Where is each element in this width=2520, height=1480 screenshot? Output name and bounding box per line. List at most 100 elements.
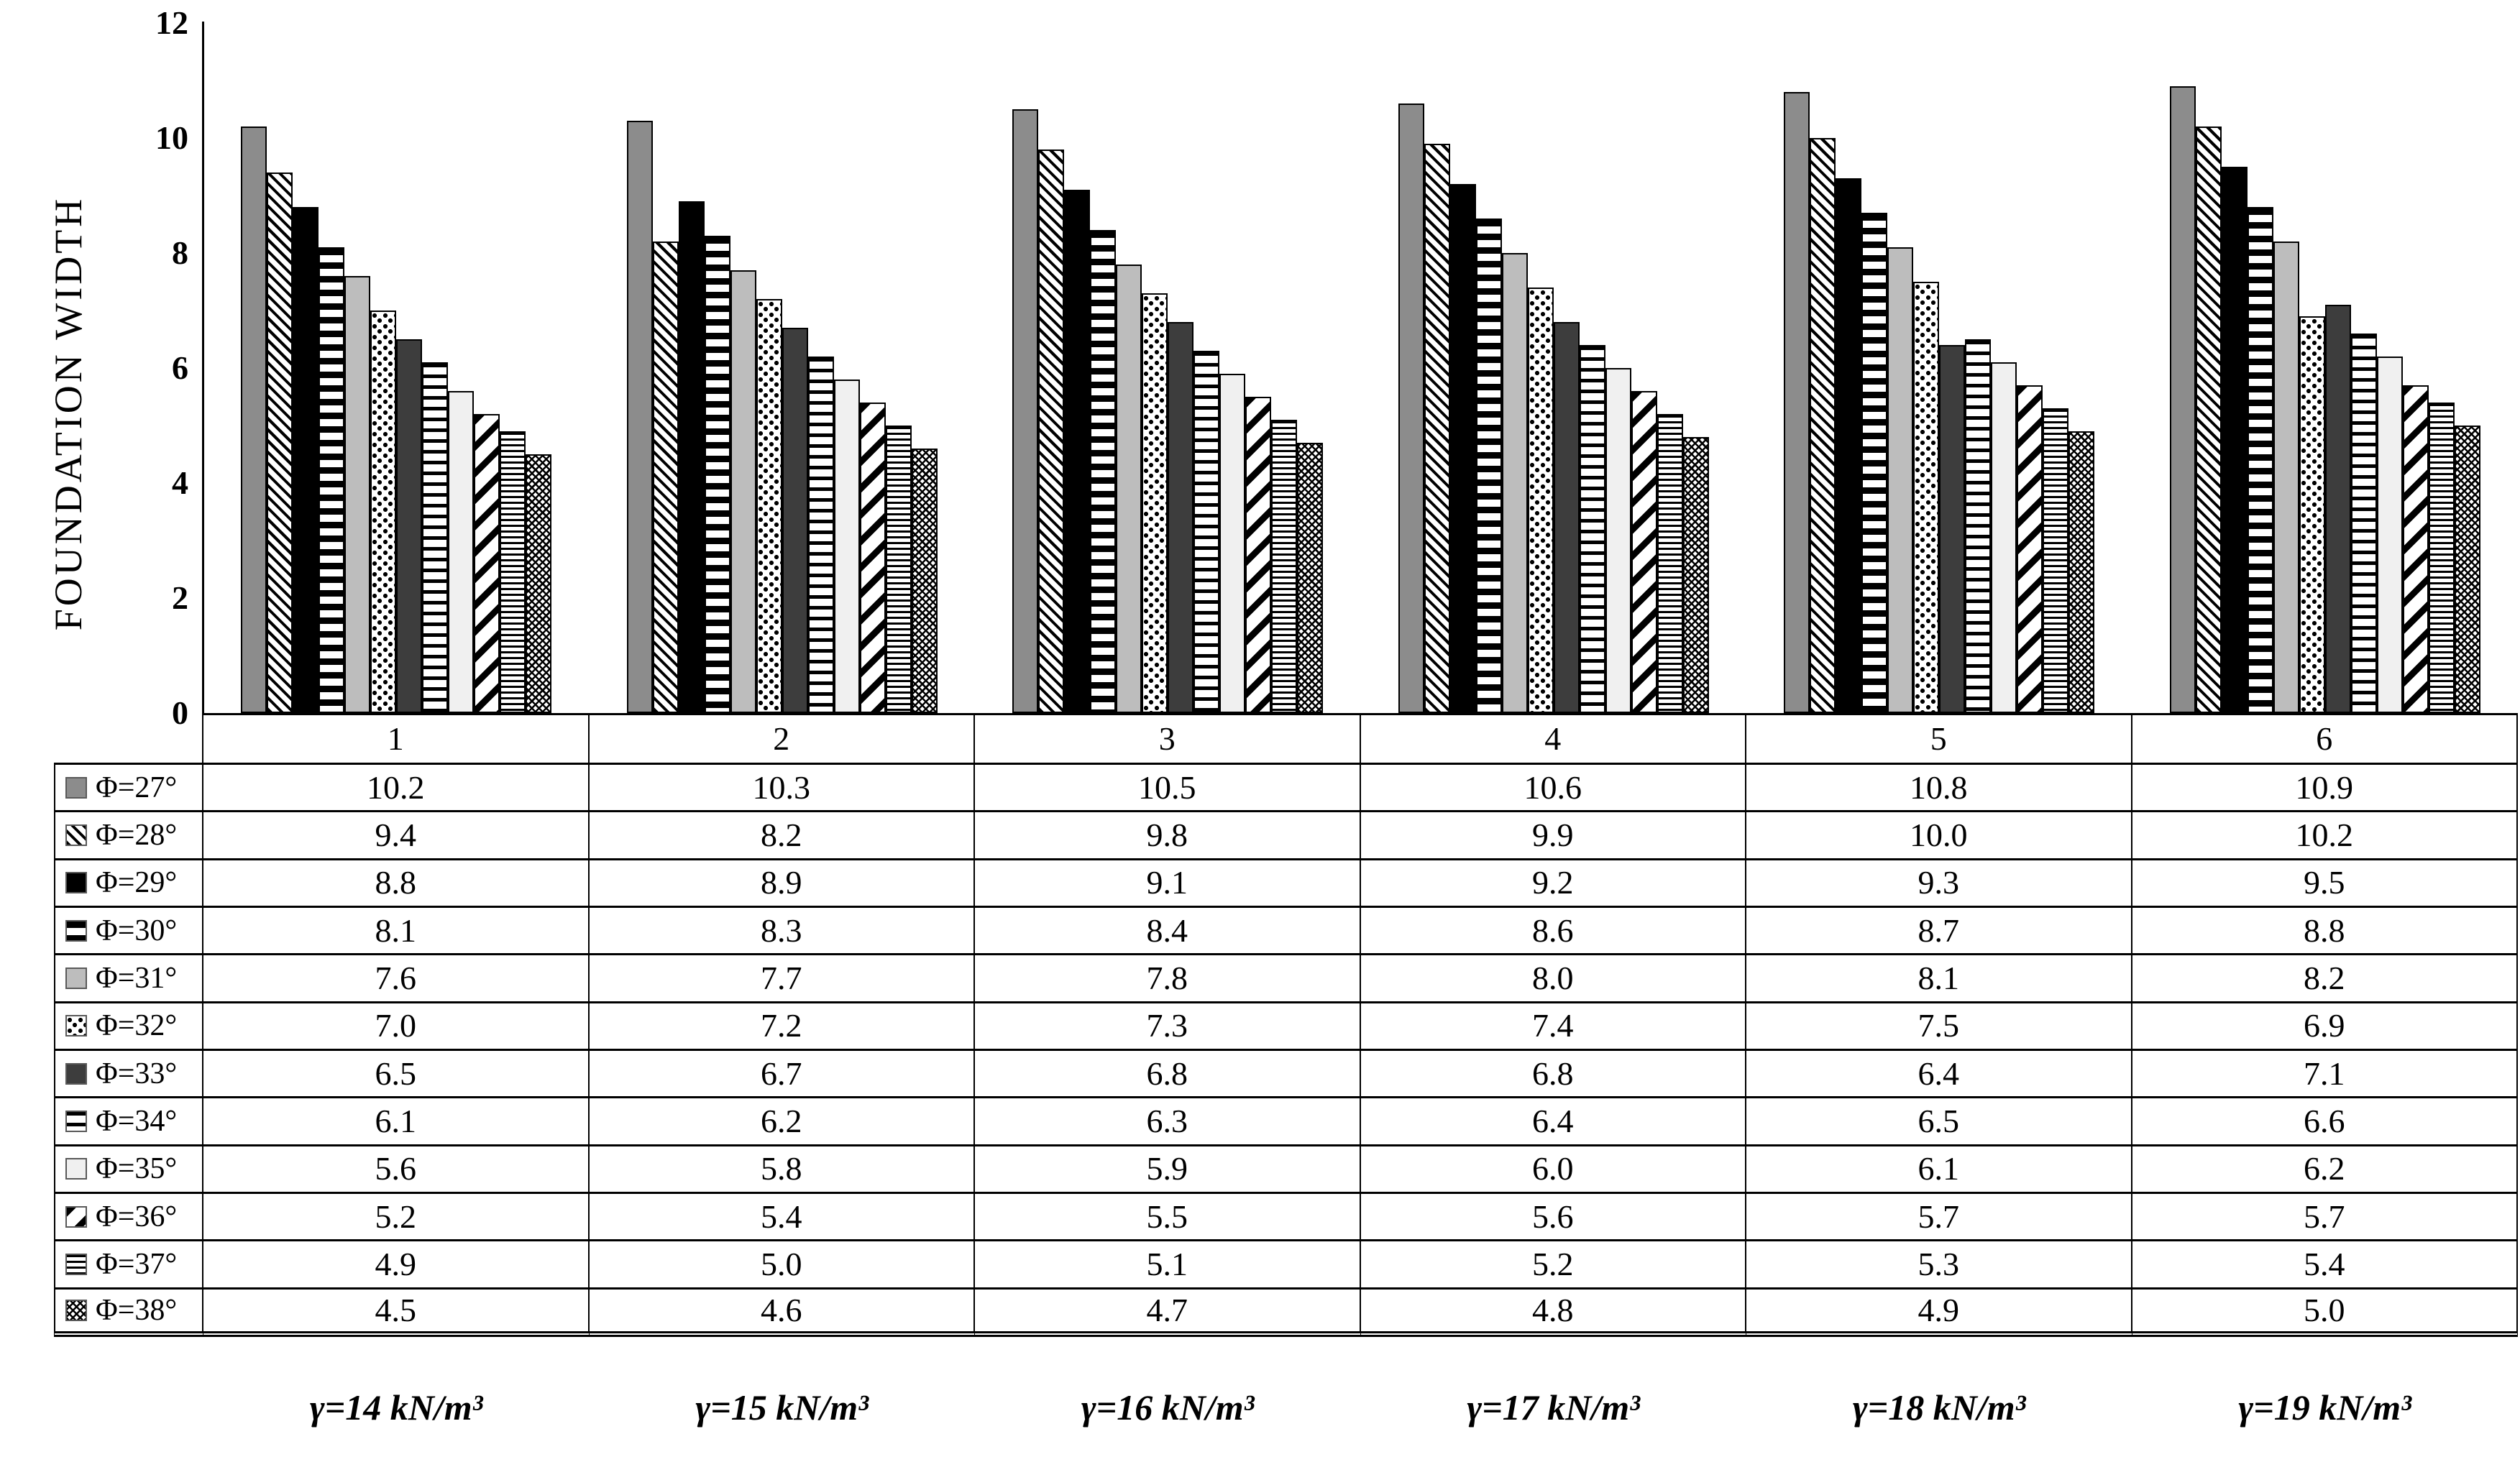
legend-swatch bbox=[65, 1062, 87, 1085]
legend-label: Φ=37° bbox=[96, 1247, 178, 1281]
table-value-cell: 8.1 bbox=[203, 908, 590, 956]
legend-cell: Φ=34° bbox=[54, 1098, 203, 1146]
bar bbox=[1064, 190, 1091, 713]
legend-cell: Φ=38° bbox=[54, 1289, 203, 1337]
bar bbox=[1887, 247, 1914, 713]
bar-group bbox=[590, 23, 976, 713]
y-tick-label: 12 bbox=[155, 4, 188, 41]
table-value-cell: 6.8 bbox=[1360, 1051, 1746, 1099]
bar-group bbox=[1746, 23, 2132, 713]
bar bbox=[1038, 150, 1065, 713]
plot-area bbox=[203, 23, 2518, 713]
table-value-cell: 4.7 bbox=[975, 1289, 1361, 1337]
bar bbox=[319, 247, 345, 713]
table-value-cell: 7.7 bbox=[589, 955, 975, 1003]
table-value-cell: 9.3 bbox=[1746, 860, 2132, 908]
legend-label: Φ=38° bbox=[96, 1293, 178, 1327]
table-value-cell: 10.2 bbox=[2132, 812, 2518, 860]
footer-label: γ=16 kN/m³ bbox=[1081, 1387, 1255, 1428]
table-header-cell: 4 bbox=[1360, 713, 1746, 765]
bar bbox=[2273, 242, 2299, 713]
table-value-cell: 7.2 bbox=[589, 1003, 975, 1051]
bar bbox=[730, 270, 756, 713]
table-value-cell: 7.3 bbox=[975, 1003, 1361, 1051]
bar bbox=[370, 311, 397, 713]
bar bbox=[2221, 167, 2248, 713]
table-value-cell: 5.3 bbox=[1746, 1241, 2132, 1290]
legend-cell: Φ=35° bbox=[54, 1146, 203, 1194]
legend-cell: Φ=33° bbox=[54, 1051, 203, 1099]
legend-cell: Φ=36° bbox=[54, 1194, 203, 1242]
bar bbox=[2299, 316, 2325, 713]
table-value-cell: 10.3 bbox=[589, 765, 975, 813]
bar bbox=[2169, 86, 2196, 713]
y-axis-title: FOUNDATION WIDTH bbox=[47, 196, 90, 631]
table-value-cell: 10.5 bbox=[975, 765, 1361, 813]
data-table: 1 2 3 4 5 6 Φ=27° 10.2 10.3 10.5 10.6 10.8 10.9 Φ=28°… bbox=[54, 713, 2518, 1337]
legend-swatch bbox=[65, 919, 87, 942]
table-value-cell: 4.5 bbox=[203, 1289, 590, 1337]
table-value-cell: 6.4 bbox=[1360, 1098, 1746, 1146]
table-value-cell: 10.9 bbox=[2132, 765, 2518, 813]
table-value-cell: 9.8 bbox=[975, 812, 1361, 860]
bar bbox=[678, 201, 705, 713]
table-value-cell: 8.2 bbox=[589, 812, 975, 860]
bar bbox=[1939, 345, 1966, 713]
table-header-cell: 5 bbox=[1746, 713, 2132, 765]
table-value-cell: 6.8 bbox=[975, 1051, 1361, 1099]
bar bbox=[626, 121, 653, 713]
table-value-cell: 5.4 bbox=[2132, 1241, 2518, 1290]
bar bbox=[396, 339, 423, 713]
bar bbox=[1219, 374, 1246, 713]
table-value-cell: 6.6 bbox=[2132, 1098, 2518, 1146]
legend-label: Φ=29° bbox=[96, 866, 178, 900]
legend-label: Φ=27° bbox=[96, 771, 178, 804]
legend-swatch bbox=[65, 1253, 87, 1275]
table-value-cell: 8.1 bbox=[1746, 955, 2132, 1003]
legend-swatch bbox=[65, 1015, 87, 1037]
bar bbox=[1631, 391, 1657, 713]
table-value-cell: 10.8 bbox=[1746, 765, 2132, 813]
bar bbox=[1424, 144, 1450, 713]
footer-label: γ=14 kN/m³ bbox=[309, 1387, 483, 1428]
table-value-cell: 5.7 bbox=[2132, 1194, 2518, 1242]
table-value-cell: 6.0 bbox=[1360, 1146, 1746, 1194]
table-value-cell: 9.9 bbox=[1360, 812, 1746, 860]
table-value-cell: 5.0 bbox=[2132, 1289, 2518, 1337]
bar bbox=[1527, 288, 1554, 713]
bar bbox=[2195, 127, 2222, 713]
bar bbox=[2350, 334, 2377, 713]
bar bbox=[1605, 368, 1631, 713]
bar-group bbox=[2132, 23, 2519, 713]
table-header-cell: 2 bbox=[589, 713, 975, 765]
bar bbox=[1991, 362, 2017, 713]
table-value-cell: 10.2 bbox=[203, 765, 590, 813]
y-tick-label: 6 bbox=[172, 349, 188, 386]
bar bbox=[1657, 414, 1683, 713]
table-value-cell: 8.8 bbox=[203, 860, 590, 908]
y-tick-label: 2 bbox=[172, 579, 188, 616]
bar bbox=[1501, 253, 1528, 713]
legend-label: Φ=31° bbox=[96, 961, 178, 995]
footer-label: γ=19 kN/m³ bbox=[2238, 1387, 2412, 1428]
y-axis-tick-labels: 0 2 4 6 8 10 12 bbox=[86, 0, 188, 761]
bar bbox=[833, 380, 860, 713]
legend-cell: Φ=30° bbox=[54, 908, 203, 956]
bar bbox=[1861, 213, 1888, 713]
table-value-cell: 5.2 bbox=[1360, 1241, 1746, 1290]
table-value-cell: 9.1 bbox=[975, 860, 1361, 908]
y-tick-label: 0 bbox=[172, 694, 188, 731]
table-corner-cell bbox=[54, 713, 203, 765]
table-header-cell: 1 bbox=[203, 713, 590, 765]
bar bbox=[1168, 322, 1194, 713]
bar bbox=[1475, 219, 1502, 713]
legend-label: Φ=36° bbox=[96, 1200, 178, 1233]
bar bbox=[859, 403, 886, 713]
bar bbox=[1965, 339, 1992, 713]
bar bbox=[1810, 138, 1836, 713]
table-value-cell: 5.8 bbox=[589, 1146, 975, 1194]
bar bbox=[241, 127, 267, 713]
table-value-cell: 8.3 bbox=[589, 908, 975, 956]
legend-cell: Φ=29° bbox=[54, 860, 203, 908]
